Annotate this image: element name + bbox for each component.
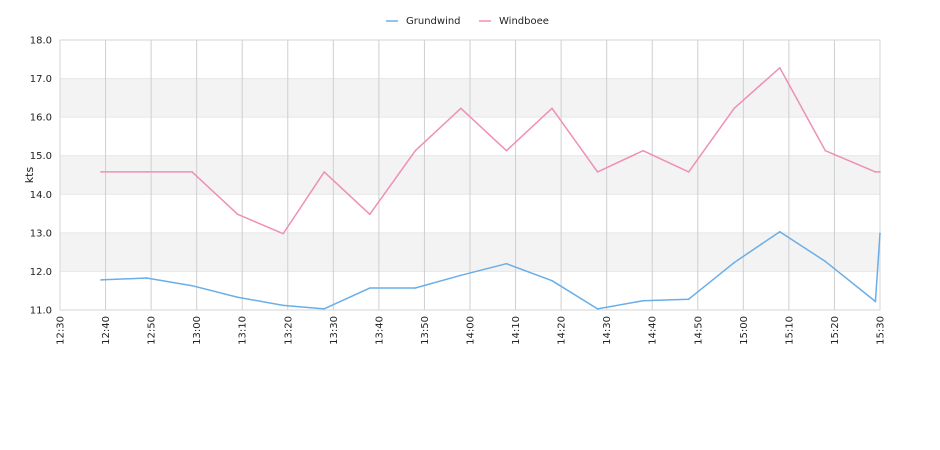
data-point <box>368 287 371 289</box>
legend[interactable]: Grundwind Windboee <box>386 16 549 27</box>
legend-item-grundwind[interactable]: Grundwind <box>386 16 461 27</box>
data-point <box>874 171 877 173</box>
data-point <box>874 300 877 303</box>
x-tick-label: 14:40 <box>648 316 659 345</box>
y-tick-label: 17.0 <box>30 74 52 85</box>
data-point <box>687 171 690 173</box>
data-point <box>145 171 148 173</box>
x-tick-label: 13:10 <box>238 316 249 345</box>
y-tick-label: 12.0 <box>30 267 52 278</box>
data-point <box>687 298 690 301</box>
x-tick-label: 12:50 <box>147 316 158 345</box>
y-tick-label: 18.0 <box>30 36 52 47</box>
x-tick-label: 14:20 <box>557 316 568 345</box>
x-tick-label: 12:30 <box>56 316 67 345</box>
data-point <box>236 213 239 216</box>
data-point <box>642 149 644 152</box>
y-tick-label: 15.0 <box>30 151 52 162</box>
x-tick-label: 15:20 <box>830 316 841 345</box>
data-point <box>596 308 599 310</box>
x-tick-label: 12:40 <box>101 316 112 345</box>
data-point <box>414 149 417 152</box>
x-tick-label: 13:50 <box>420 316 431 345</box>
x-tick-label: 14:00 <box>466 316 477 345</box>
data-point <box>551 107 553 110</box>
data-point <box>282 304 285 307</box>
y-tick-label: 14.0 <box>30 190 52 201</box>
data-point <box>778 230 781 233</box>
plot-frame <box>59 39 881 311</box>
data-point <box>191 171 193 173</box>
data-point <box>414 287 417 289</box>
x-tick-label: 15:10 <box>784 316 795 345</box>
data-point <box>879 171 881 173</box>
data-point <box>551 279 553 282</box>
data-point <box>596 171 599 173</box>
x-tick-label: 14:30 <box>602 316 613 345</box>
data-point <box>824 260 827 263</box>
series-lines <box>100 66 881 310</box>
y-tick-label: 11.0 <box>30 306 52 317</box>
x-tick-label: 15:30 <box>876 316 887 345</box>
data-point <box>100 279 102 281</box>
x-tick-label: 14:50 <box>693 316 704 345</box>
x-tick-label: 13:30 <box>329 316 340 345</box>
y-tick-label: 16.0 <box>30 113 52 124</box>
x-axis: 12:30 12:40 12:50 13:00 13:10 13:20 13:30 13:40… <box>56 316 887 345</box>
y-axis: 11.0 12.0 13.0 14.0 15.0 16.0 17.0 18.0 <box>30 36 52 317</box>
data-point <box>505 149 508 152</box>
data-point <box>191 284 193 287</box>
data-point <box>733 261 736 264</box>
legend-label: Windboee <box>499 16 549 27</box>
data-point <box>879 232 881 235</box>
data-point <box>323 308 326 310</box>
y-tick-label: 13.0 <box>30 228 52 239</box>
data-point <box>100 171 102 173</box>
data-point <box>145 277 148 279</box>
x-tick-label: 15:00 <box>739 316 750 345</box>
data-point <box>824 149 827 152</box>
data-point <box>642 299 644 302</box>
data-point <box>282 232 285 235</box>
legend-label: Grundwind <box>406 16 461 27</box>
data-point <box>323 171 326 173</box>
y-axis-title: kts <box>23 167 36 184</box>
data-point <box>236 296 239 299</box>
data-point <box>368 213 371 216</box>
data-point <box>460 107 462 110</box>
x-tick-label: 13:00 <box>192 316 203 345</box>
data-point <box>460 274 462 277</box>
x-tick-label: 13:40 <box>374 316 385 345</box>
data-point <box>733 107 736 110</box>
x-tick-label: 13:20 <box>283 316 294 345</box>
legend-item-windboee[interactable]: Windboee <box>479 16 549 27</box>
x-tick-label: 14:10 <box>511 316 522 345</box>
data-point <box>778 66 781 69</box>
data-point <box>505 262 508 265</box>
